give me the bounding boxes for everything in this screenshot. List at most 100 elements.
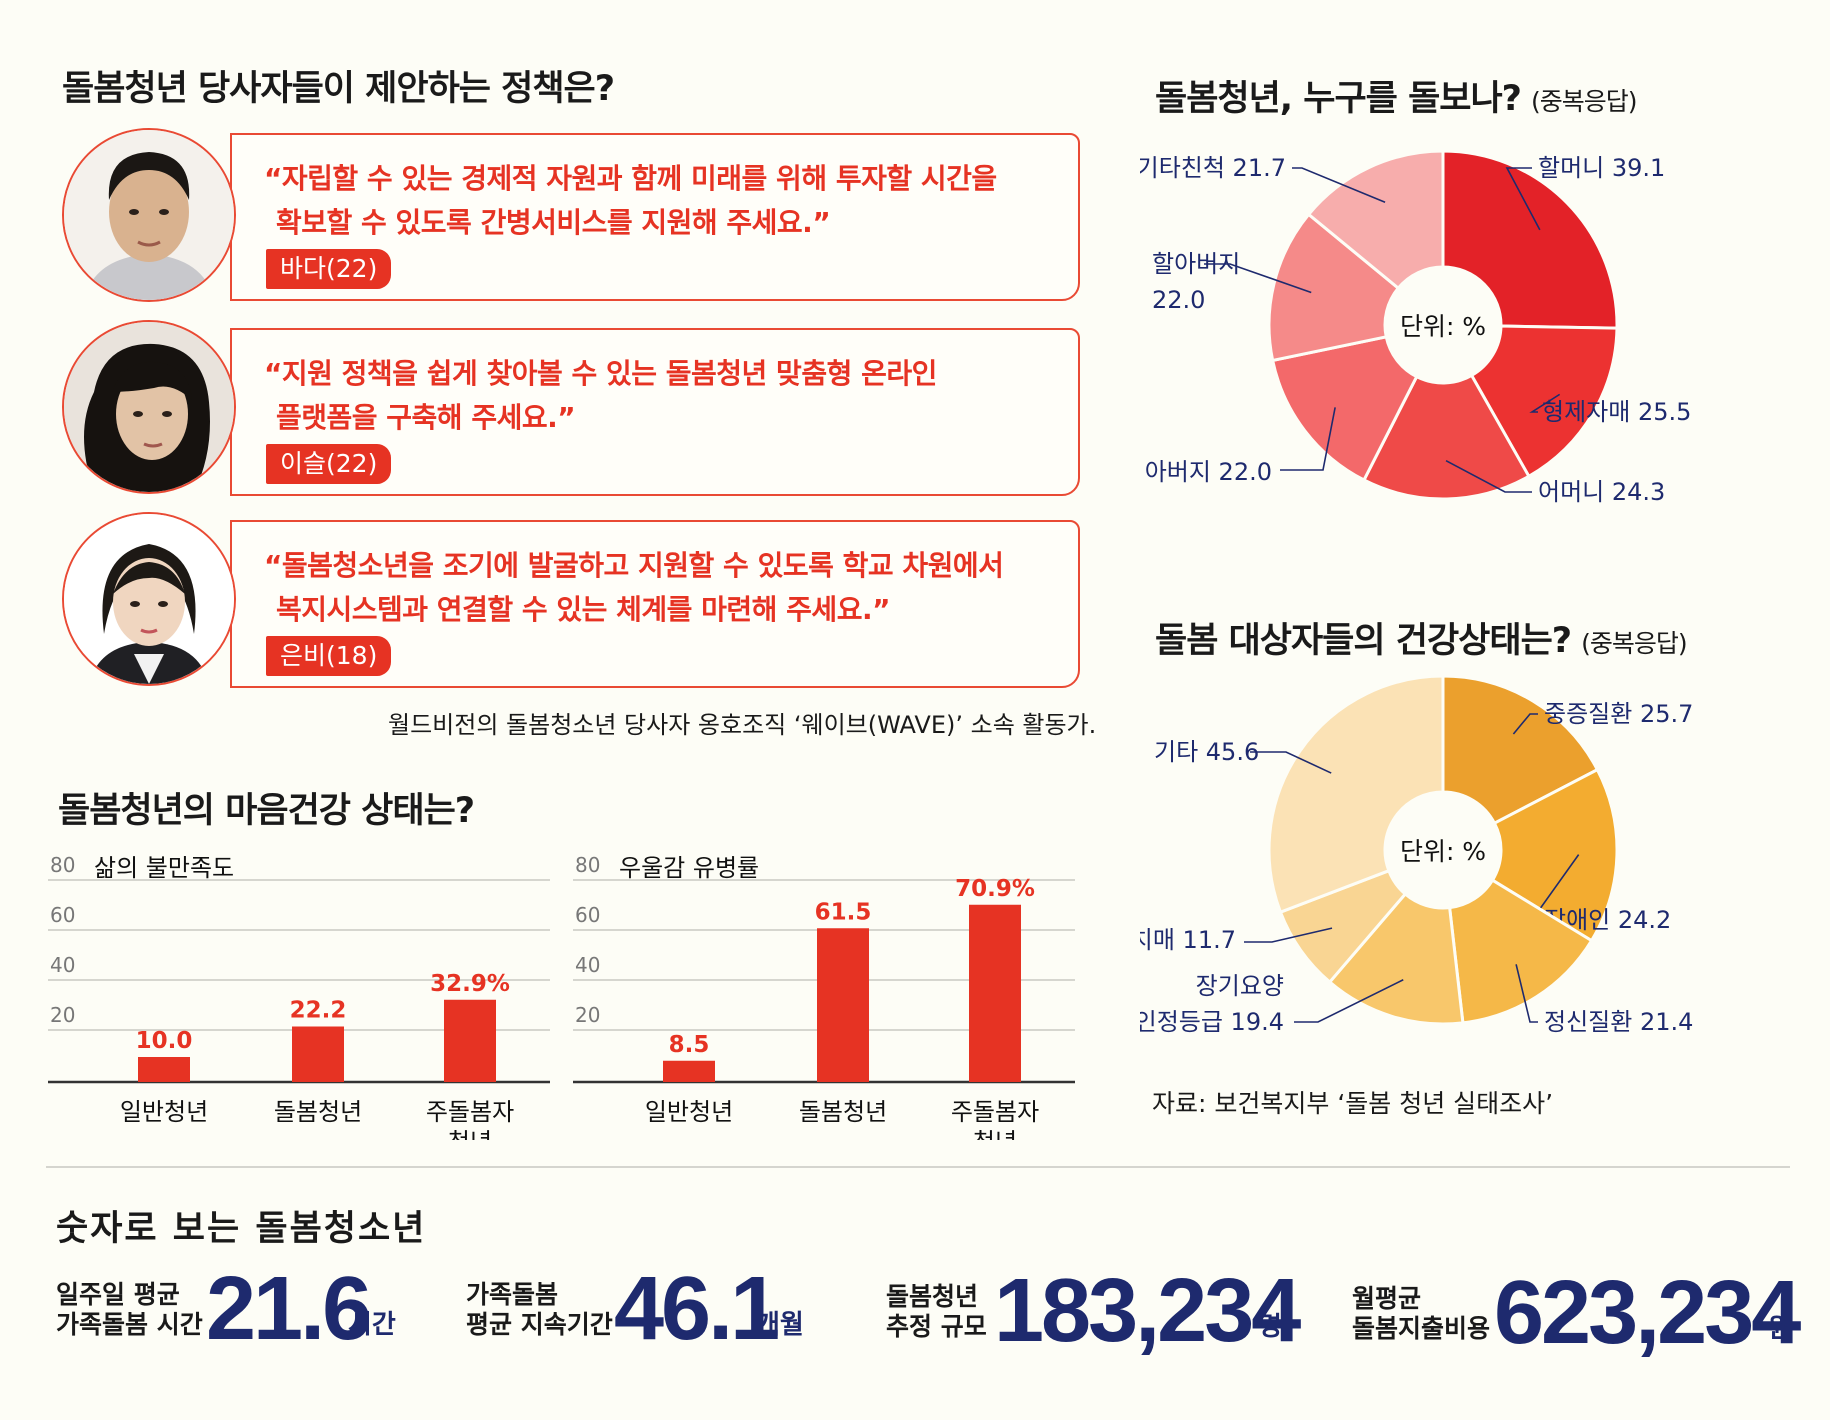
bar <box>292 1026 344 1082</box>
slice-label: 형제자매 25.5 <box>1542 398 1691 426</box>
x-tick-label: 돌봄청년 <box>799 1098 887 1126</box>
y-tick-label: 60 <box>50 903 75 927</box>
slice-label: 어머니 24.3 <box>1538 478 1665 506</box>
stat-label: 월평균 돌봄지출비용 <box>1352 1284 1491 1343</box>
stat-unit: 시간 <box>348 1310 396 1340</box>
chart-subtitle: 우울감 유병률 <box>619 854 759 882</box>
quote-text: “자립할 수 있는 경제적 자원과 함께 미래를 위해 투자할 시간을 확보할 … <box>264 157 1054 245</box>
bar-value-label: 70.9% <box>955 876 1035 902</box>
bar-value-label: 10.0 <box>136 1028 193 1054</box>
quote-line: 복지시스템과 연결할 수 있는 체계를 마련해 주세요.” <box>276 593 891 626</box>
quote-line: “자립할 수 있는 경제적 자원과 함께 미래를 위해 투자할 시간을 <box>264 162 997 195</box>
health-title-text: 돌봄 대상자들의 건강상태는? <box>1155 621 1572 661</box>
health-subtitle: (중복응답) <box>1581 629 1688 658</box>
y-tick-label: 60 <box>575 903 600 927</box>
leader-line <box>1294 979 1404 1023</box>
stat-label: 돌봄청년 추정 규모 <box>886 1282 987 1341</box>
quote-line: “지원 정책을 쉽게 찾아볼 수 있는 돌봄청년 맞춤형 온라인 <box>264 357 937 390</box>
center-label: 단위: % <box>1400 837 1486 866</box>
name-tag: 은비(18) <box>266 636 392 676</box>
pie-slice <box>1441 149 1619 330</box>
slice-label: 인정등급 19.4 <box>1140 1008 1284 1036</box>
leader-line <box>1529 393 1561 413</box>
pie-slice <box>1441 674 1600 826</box>
who-care-title: 돌봄청년, 누구를 돌보나? (중복응답) <box>1155 70 1637 121</box>
quote-text: “지원 정책을 쉽게 찾아볼 수 있는 돌봄청년 맞춤형 온라인 플랫폼을 구축… <box>264 352 1054 440</box>
pie-slice <box>1327 891 1465 1026</box>
quote-line: “돌봄청소년을 조기에 발굴하고 지원할 수 있도록 학교 차원에서 <box>264 549 1004 582</box>
avatar <box>62 320 236 494</box>
bar <box>969 904 1021 1082</box>
quote-line: 확보할 수 있도록 간병서비스를 지원해 주세요.” <box>276 206 831 239</box>
y-tick-label: 40 <box>575 953 600 977</box>
pie-slice <box>1447 878 1594 1025</box>
x-tick-label: 청년 <box>973 1128 1017 1140</box>
depression-bar-chart: 20 40 60 80 우울감 유병률 8.5 일반청년 61.5 돌봄청년 70.9% 주돌봄자청… <box>573 853 1075 1140</box>
leader-line <box>1204 263 1312 294</box>
x-tick-label: 일반청년 <box>645 1098 733 1126</box>
stat-unit: 개월 <box>756 1310 804 1340</box>
mental-title: 돌봄청년의 마음건강 상태는? <box>58 791 475 831</box>
x-tick-label: 청년 <box>448 1128 492 1140</box>
stat-label: 가족돌봄 평균 지속기간 <box>466 1280 613 1339</box>
x-tick-label: 주돌봄자 <box>951 1098 1039 1126</box>
y-tick-label: 80 <box>50 853 75 877</box>
stat-value: 183,234 <box>994 1261 1301 1361</box>
leader-line <box>1515 964 1538 1023</box>
section-divider <box>46 1166 1790 1168</box>
health-title: 돌봄 대상자들의 건강상태는? (중복응답) <box>1155 612 1688 663</box>
stat-value: 21.6 <box>206 1259 372 1359</box>
leader-line <box>1280 407 1336 471</box>
quote-card: “돌봄청소년을 조기에 발굴하고 지원할 수 있도록 학교 차원에서 복지시스템… <box>230 520 1080 688</box>
quote-card: “자립할 수 있는 경제적 자원과 함께 미래를 위해 투자할 시간을 확보할 … <box>230 133 1080 301</box>
quote-line: 플랫폼을 구축해 주세요.” <box>276 401 576 434</box>
who-care-title-text: 돌봄청년, 누구를 돌보나? <box>1155 79 1522 119</box>
policy-title: 돌봄청년 당사자들이 제안하는 정책은? <box>62 69 615 109</box>
slice-label: 기타 45.6 <box>1154 738 1259 766</box>
y-tick-label: 40 <box>50 953 75 977</box>
x-tick-label: 돌봄청년 <box>274 1098 362 1126</box>
x-tick-label: 일반청년 <box>120 1098 208 1126</box>
bar <box>138 1057 190 1082</box>
slice-label: 정신질환 21.4 <box>1544 1008 1693 1036</box>
leader-line <box>1250 751 1332 774</box>
y-tick-label: 80 <box>575 853 600 877</box>
person-portrait-icon <box>64 130 234 300</box>
bar-value-label: 32.9% <box>430 971 510 997</box>
stat-label: 일주일 평균 가족돌봄 시간 <box>56 1280 203 1339</box>
policy-caption: 월드비전의 돌봄청소년 당사자 옹호조직 ‘웨이브(WAVE)’ 소속 활동가. <box>388 711 1097 739</box>
y-tick-label: 20 <box>575 1003 600 1027</box>
pie-slice <box>1267 212 1401 363</box>
slice-label: 기타친척 21.7 <box>1140 154 1286 182</box>
name-tag: 이슬(22) <box>266 444 392 484</box>
quote-card: “지원 정책을 쉽게 찾아볼 수 있는 돌봄청년 맞춤형 온라인 플랫폼을 구축… <box>230 328 1080 496</box>
stat-value: 623,234 <box>1494 1263 1801 1363</box>
slice-label: 중증질환 25.7 <box>1544 700 1693 728</box>
person-portrait-icon <box>64 514 234 684</box>
leader-line <box>1445 459 1532 493</box>
bar <box>444 999 496 1082</box>
leader-line <box>1292 167 1386 204</box>
stat-unit: 명 <box>1258 1312 1282 1342</box>
x-tick-label: 주돌봄자 <box>426 1098 514 1126</box>
slice-label: 할아버지 <box>1152 250 1240 278</box>
leader-line <box>1512 713 1538 735</box>
bar <box>663 1060 715 1082</box>
leader-line <box>1505 167 1541 231</box>
pie-slice <box>1267 674 1445 915</box>
who-care-subtitle: (중복응답) <box>1530 87 1638 116</box>
stat-value: 46.1 <box>614 1259 780 1359</box>
chart-subtitle: 삶의 불만족도 <box>94 854 234 882</box>
center-label: 단위: % <box>1400 312 1486 341</box>
name-tag: 바다(22) <box>266 249 392 289</box>
health-source: 자료: 보건복지부 ‘돌봄 청년 실태조사’ <box>1152 1089 1554 1118</box>
y-tick-label: 20 <box>50 1003 75 1027</box>
bar <box>817 928 869 1082</box>
pie-slice <box>1270 335 1419 483</box>
slice-label: 아버지 22.0 <box>1145 458 1272 486</box>
bar-value-label: 22.2 <box>290 998 347 1024</box>
leader-line <box>1244 927 1333 943</box>
slice-label: 할머니 39.1 <box>1538 154 1665 182</box>
avatar <box>62 128 236 302</box>
